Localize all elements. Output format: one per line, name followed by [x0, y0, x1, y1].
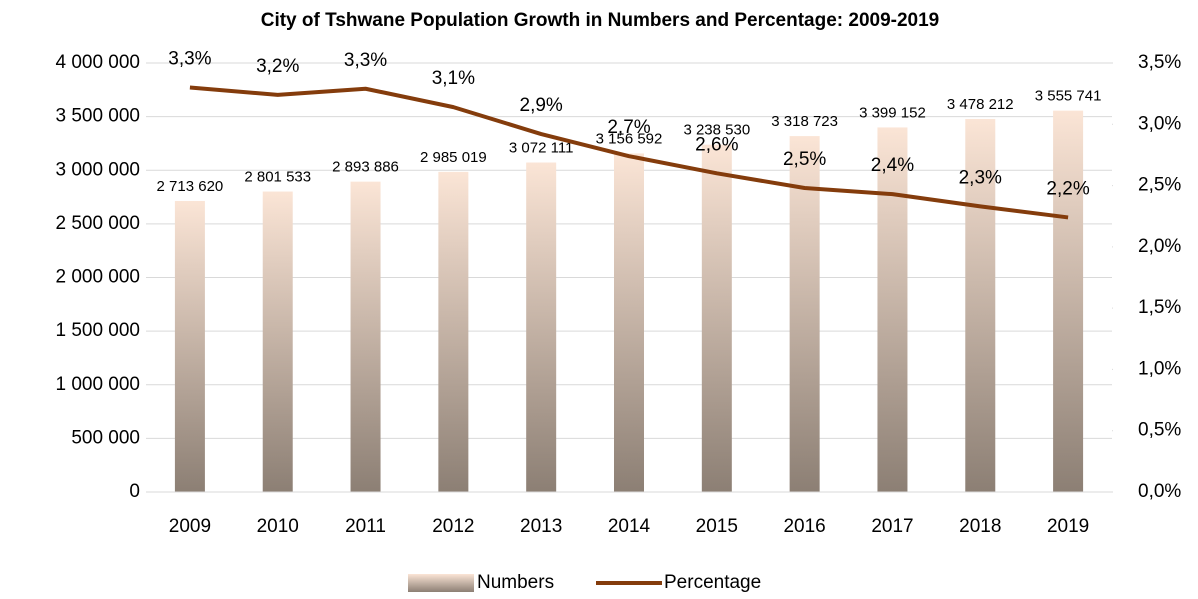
y2-tick-label: 2,0%: [1138, 236, 1181, 257]
bar-value-label: 3 399 152: [859, 104, 926, 121]
bar: [438, 171, 469, 493]
bar-value-label: 2 713 620: [157, 178, 224, 195]
bar: [789, 136, 820, 492]
bar: [350, 181, 381, 492]
line-value-label: 2,3%: [959, 167, 1002, 188]
x-tick-label: 2012: [432, 516, 474, 537]
y-tick-label: 1 000 000: [55, 374, 140, 395]
line-value-label: 2,6%: [695, 134, 738, 155]
y-tick-label: 2 500 000: [55, 213, 140, 234]
bar-value-label: 3 156 592: [596, 130, 663, 147]
bar: [965, 118, 996, 492]
x-tick-label: 2016: [783, 516, 825, 537]
bar-value-label: 3 555 741: [1035, 88, 1102, 105]
bar-value-label: 3 238 530: [683, 122, 750, 139]
line: [189, 85, 1069, 220]
y2-tick-label: 2,5%: [1138, 175, 1181, 196]
y2-tick-label: 3,5%: [1138, 52, 1181, 73]
y-tick-label: 4 000 000: [55, 52, 140, 73]
y2-tick-label: 0,0%: [1138, 481, 1181, 502]
line-value-label: 3,3%: [344, 50, 387, 71]
legend-swatch: [408, 574, 474, 592]
bar: [174, 200, 205, 493]
bar: [614, 153, 644, 492]
bar: [701, 144, 732, 492]
bar-value-label: 2 985 019: [420, 149, 487, 166]
bar: [262, 191, 293, 492]
x-tick-label: 2011: [345, 516, 386, 537]
bar: [877, 127, 908, 492]
x-tick-label: 2015: [696, 516, 738, 537]
y-tick-label: 3 000 000: [55, 159, 140, 180]
y-tick-label: 2 000 000: [55, 267, 140, 288]
bar: [526, 162, 557, 492]
y2-tick-label: 3,0%: [1138, 113, 1181, 134]
line-value-label: 2,4%: [871, 155, 914, 176]
y2-tick-label: 1,0%: [1138, 358, 1181, 379]
y2-tick-label: 1,5%: [1138, 297, 1181, 318]
line-value-label: 3,3%: [168, 49, 211, 70]
x-tick-label: 2014: [608, 516, 651, 537]
line-value-label: 3,2%: [256, 56, 299, 77]
y2-tick-label: 0,5%: [1138, 420, 1181, 441]
bar: [1053, 110, 1084, 492]
line-value-label: 2,9%: [520, 95, 563, 116]
line-value-label: 2,2%: [1046, 178, 1089, 199]
legend-label: Percentage: [664, 572, 761, 593]
x-tick-label: 2009: [169, 516, 211, 537]
bar-value-label: 3 072 111: [509, 139, 574, 156]
bar-value-label: 2 893 886: [332, 159, 399, 176]
x-tick-label: 2019: [1047, 516, 1089, 537]
y-tick-label: 0: [129, 481, 140, 502]
x-tick-label: 2018: [959, 516, 1001, 537]
line-value-label: 3,1%: [432, 68, 475, 89]
x-tick-label: 2017: [871, 516, 913, 537]
y-tick-label: 1 500 000: [55, 320, 140, 341]
bar-value-label: 3 318 723: [771, 113, 838, 130]
line-value-label: 2,5%: [783, 149, 826, 170]
legend-label: Numbers: [477, 572, 554, 593]
x-tick-label: 2010: [257, 516, 299, 537]
bar-value-label: 2 801 533: [244, 169, 311, 186]
y-tick-label: 3 500 000: [55, 106, 140, 127]
x-tick-label: 2013: [520, 516, 562, 537]
bar-value-label: 3 478 212: [947, 96, 1014, 113]
y-tick-label: 500 000: [71, 427, 140, 448]
line-value-label: 2,7%: [607, 117, 650, 138]
chart-title: City of Tshwane Population Growth in Num…: [261, 10, 940, 31]
